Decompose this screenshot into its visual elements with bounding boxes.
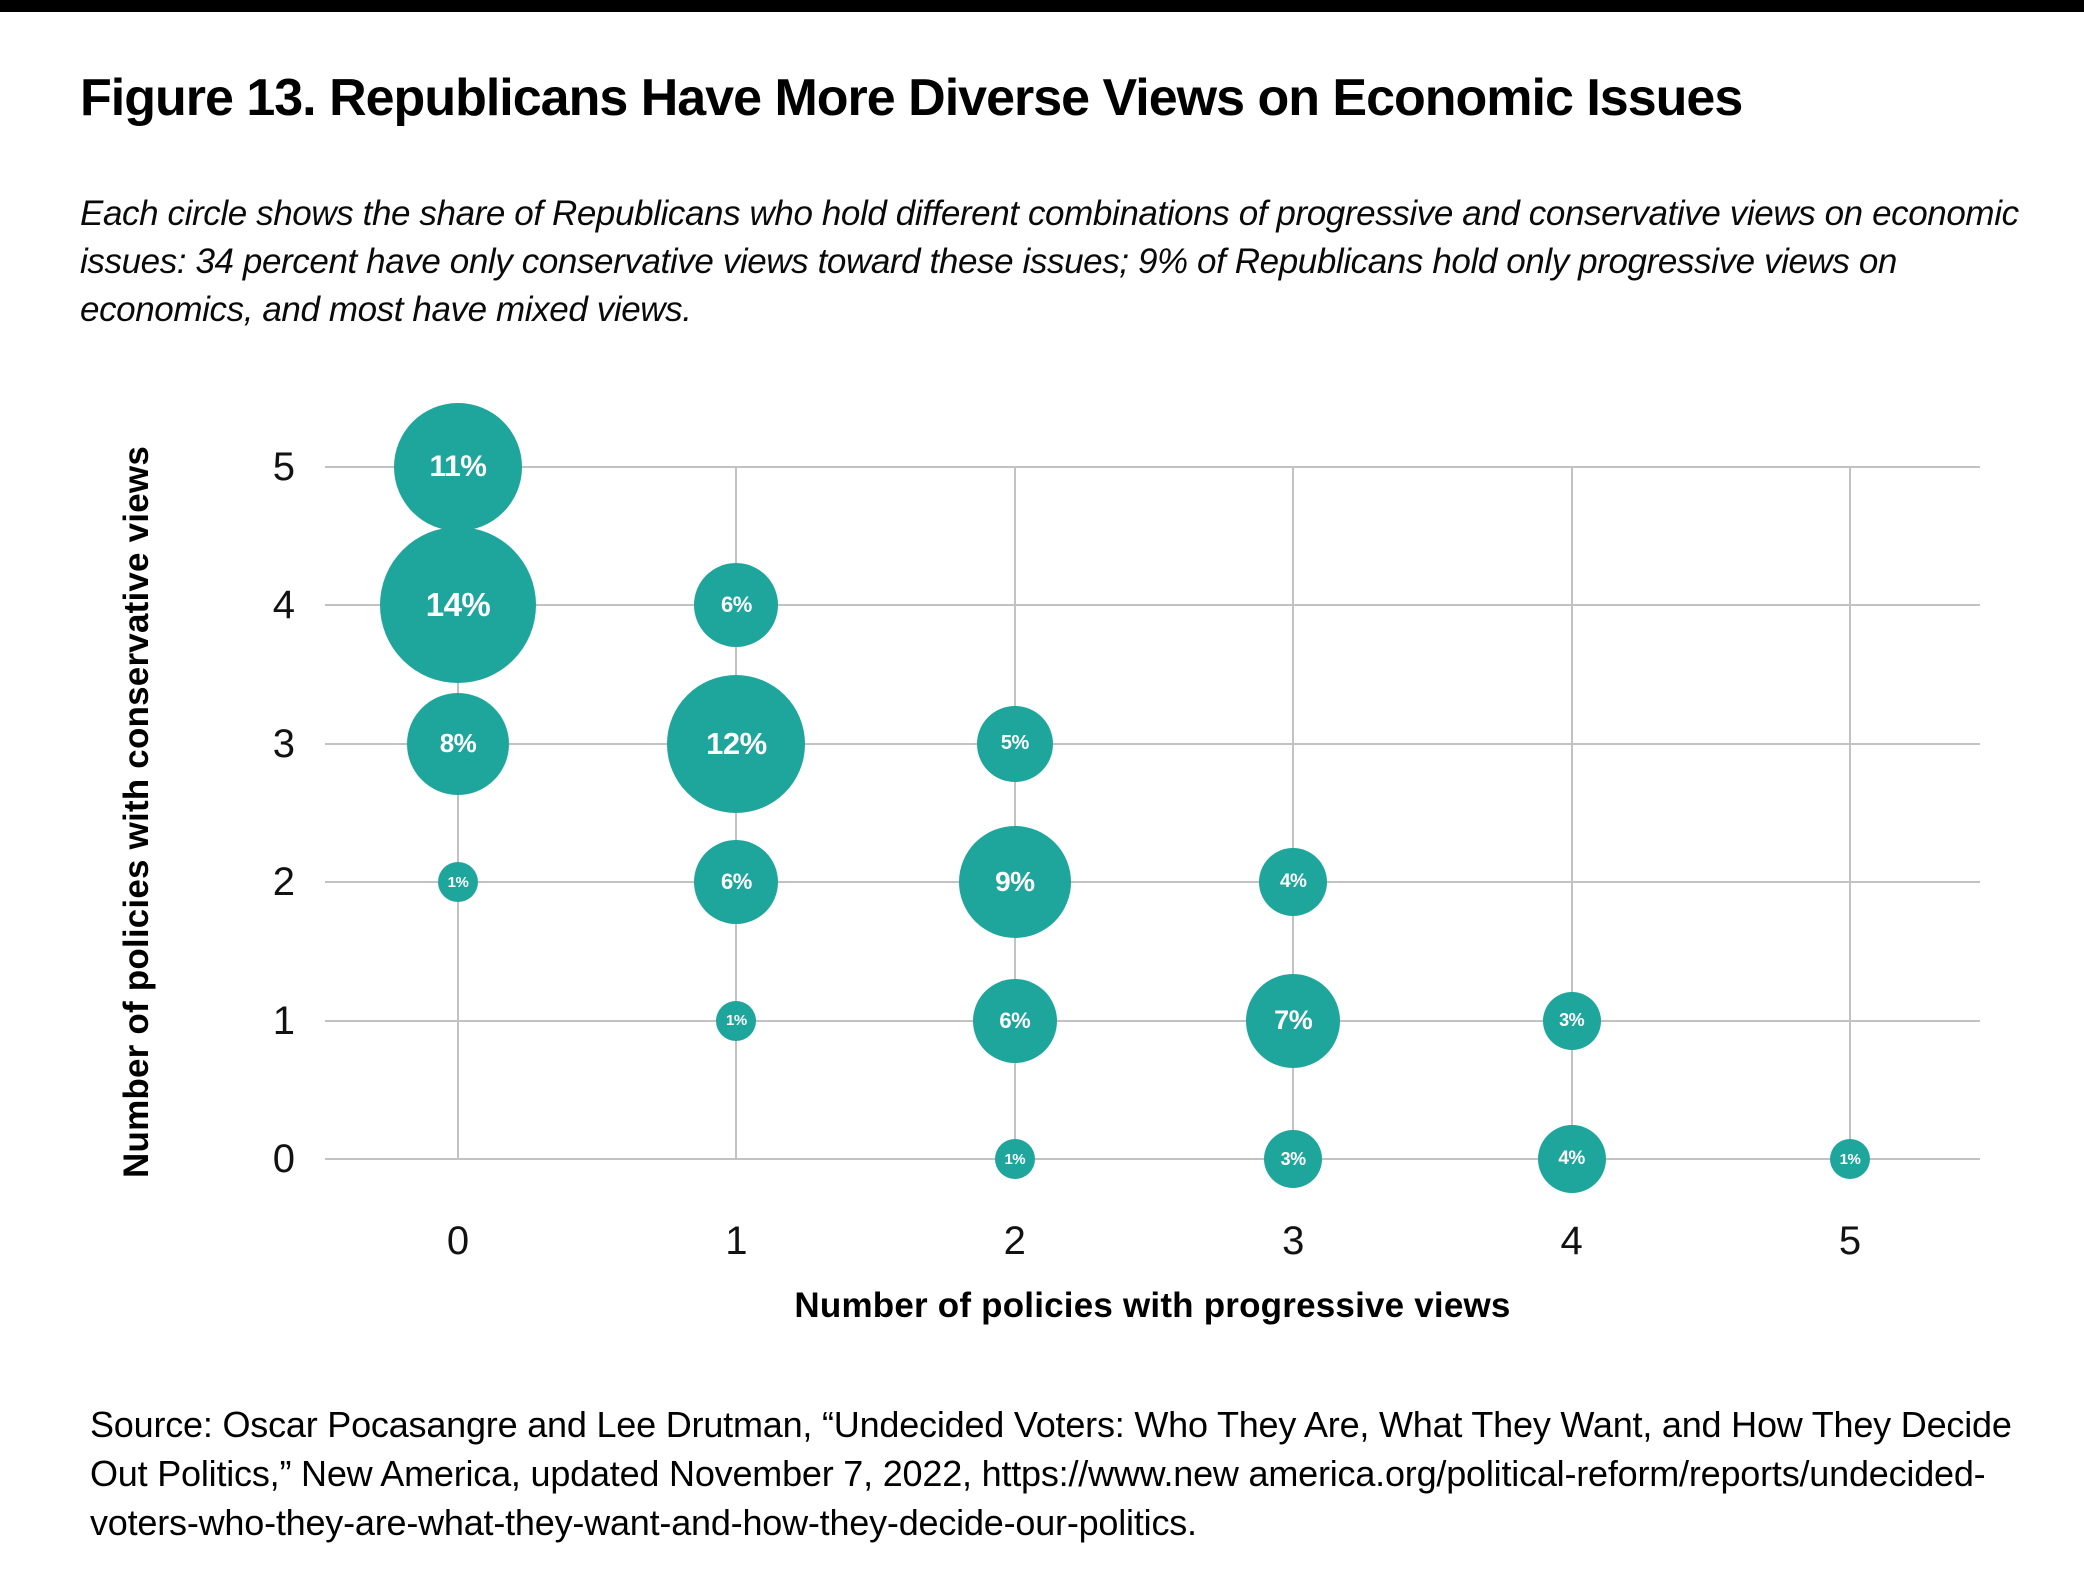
x-tick-label: 3 (1282, 1219, 1305, 1263)
figure-subtitle: Each circle shows the share of Republica… (80, 190, 2019, 334)
bubble-3-1: 7% (1246, 973, 1341, 1068)
source-note: Source: Oscar Pocasangre and Lee Drutman… (90, 1400, 2012, 1547)
x-tick-label: 4 (1560, 1219, 1583, 1263)
bubble-chart: Number of policies with conservative vie… (117, 402, 1980, 1325)
bubble-4-1: 3% (1542, 991, 1601, 1050)
h-gridline (325, 465, 1980, 468)
bubble-3-0: 3% (1264, 1130, 1323, 1188)
v-gridline (1292, 466, 1295, 1159)
v-gridline (1570, 466, 1573, 1159)
x-tick-label: 5 (1838, 1219, 1862, 1263)
v-gridline (1013, 466, 1016, 1159)
h-gridline (325, 742, 1980, 745)
x-tick-label: 2 (1003, 1219, 1026, 1263)
bubble-1-3: 12% (667, 674, 806, 813)
v-gridline (457, 466, 459, 1159)
subtitle-line: economics, and most have mixed views. (80, 290, 692, 329)
bubble-4-0: 4% (1537, 1125, 1606, 1193)
subtitle-line: Each circle shows the share of Republica… (80, 194, 2019, 233)
bubble-1-2: 6% (694, 840, 779, 924)
x-axis-title: Number of policies with progressive view… (794, 1286, 1511, 1325)
h-gridline (325, 881, 1980, 883)
v-gridline (1849, 466, 1851, 1159)
bubble-1-4: 6% (694, 563, 779, 647)
source-line: voters-who-they-are-what-they-want-and-h… (90, 1502, 1197, 1543)
bubble-2-3: 5% (976, 705, 1053, 782)
bubble-0-2: 1% (438, 862, 478, 902)
bubble-2-0: 1% (994, 1139, 1035, 1179)
bubble-0-4: 14% (380, 527, 536, 683)
bubble-3-2: 4% (1259, 848, 1328, 916)
source-line: Out Politics,” New America, updated Nove… (90, 1453, 1986, 1494)
figure-title: Figure 13. Republicans Have More Diverse… (80, 69, 1743, 127)
x-tick-label: 0 (446, 1219, 470, 1263)
bubble-1-1: 1% (716, 1000, 757, 1041)
bubble-2-1: 6% (972, 978, 1057, 1063)
y-tick-label: 3 (272, 721, 295, 766)
y-axis-title: Number of policies with conservative vie… (117, 446, 156, 1178)
y-tick-label: 2 (272, 860, 295, 904)
y-tick-label: 0 (272, 1137, 295, 1181)
bubble-5-0: 1% (1830, 1139, 1870, 1179)
bubble-2-2: 9% (958, 826, 1071, 938)
source-line: Source: Oscar Pocasangre and Lee Drutman… (90, 1404, 2012, 1445)
top-rule (0, 0, 2084, 12)
y-tick-label: 5 (272, 444, 295, 489)
x-tick-label: 1 (725, 1219, 748, 1263)
bubble-0-3: 8% (407, 692, 509, 795)
bubble-0-5: 11% (394, 402, 522, 531)
y-tick-label: 4 (272, 583, 295, 627)
v-gridline (735, 466, 738, 1159)
h-gridline (325, 1019, 1980, 1022)
subtitle-line: issues: 34 percent have only conservativ… (80, 242, 1897, 281)
h-gridline (325, 1158, 1980, 1160)
h-gridline (325, 604, 1980, 606)
y-tick-label: 1 (272, 998, 295, 1043)
